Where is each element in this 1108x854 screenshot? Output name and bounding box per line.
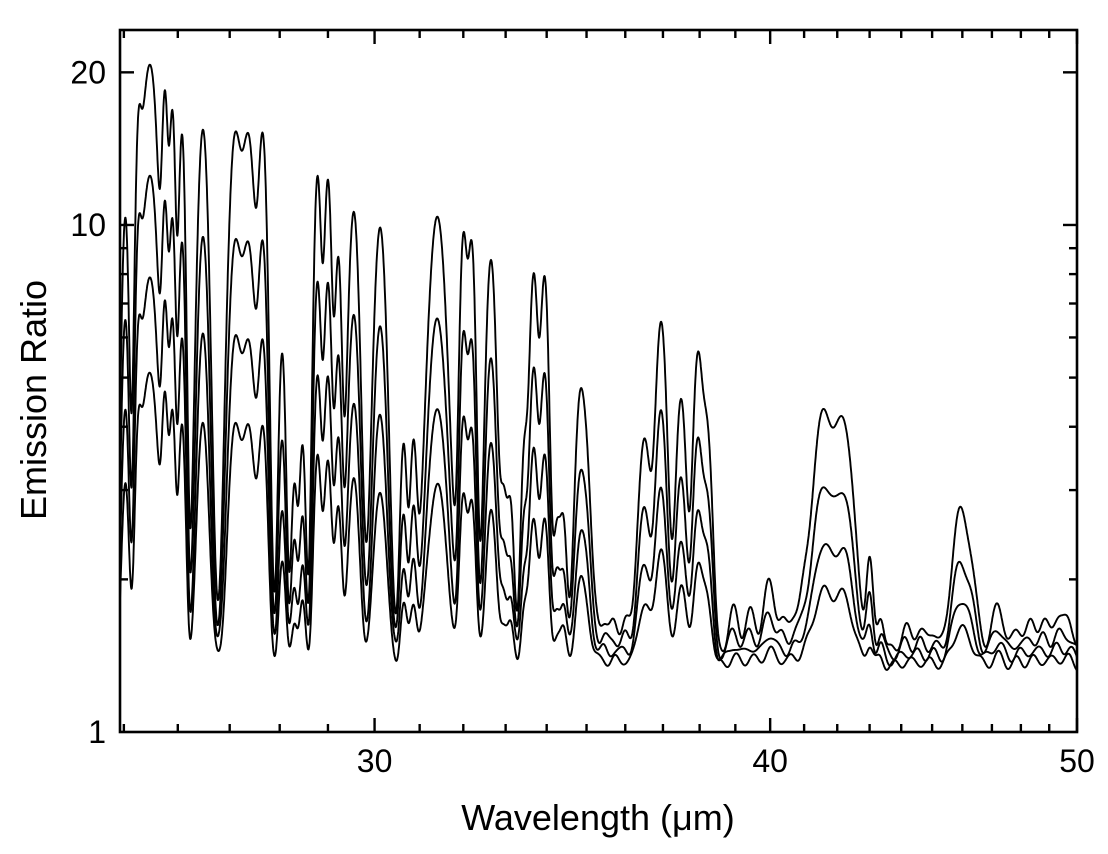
spectrum-ratio-curve-3 <box>121 276 1076 667</box>
spectrum-ratio-curve-1 <box>121 63 1076 653</box>
spectrum-ratio-curve-2 <box>121 174 1076 661</box>
spectrum-ratio-curve-4 <box>121 371 1076 671</box>
y-tick-label: 10 <box>70 207 106 243</box>
y-tick-label: 20 <box>70 54 106 90</box>
axes-layer <box>118 28 1079 734</box>
plot-frame <box>118 28 1079 734</box>
curves-layer <box>121 63 1076 671</box>
y-tick-label: 1 <box>88 714 106 750</box>
x-tick-label: 30 <box>357 743 393 779</box>
y-axis-title: Emission Ratio <box>13 280 54 520</box>
tick-labels-layer: 30 40 50 1 10 20 <box>70 54 1094 779</box>
x-tick-label: 50 <box>1059 743 1095 779</box>
x-axis-title: Wavelength (μm) <box>461 797 734 838</box>
x-tick-label: 40 <box>752 743 788 779</box>
